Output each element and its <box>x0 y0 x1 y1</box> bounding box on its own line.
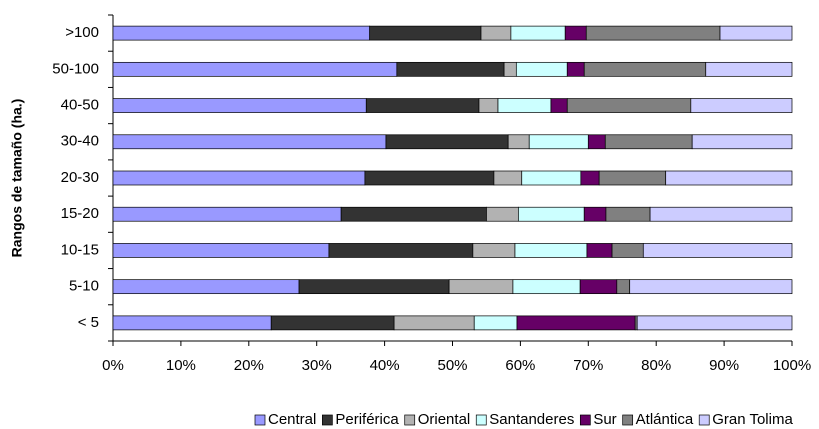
x-tick-label: 90% <box>709 357 739 374</box>
y-tick-label: 30-40 <box>61 133 99 150</box>
bar-segment <box>112 206 342 222</box>
legend-label: Central <box>268 411 316 428</box>
bar-segment <box>690 98 793 113</box>
bar-segment <box>369 25 482 41</box>
bar-segment <box>112 243 330 258</box>
bar-segment <box>580 170 600 186</box>
legend-swatch <box>475 414 487 426</box>
bar-segment <box>586 243 613 258</box>
bar-segment <box>472 243 516 258</box>
legend-swatch <box>322 414 333 426</box>
bar-segment <box>642 243 793 258</box>
y-tick-label: 40-50 <box>61 97 99 114</box>
bar-segment <box>480 25 512 41</box>
bar-segment <box>112 61 398 77</box>
bar-segment <box>611 243 644 258</box>
x-tick-label: 60% <box>505 357 535 374</box>
legend-swatch <box>579 414 591 426</box>
bar-segment <box>328 243 474 258</box>
bar-segment <box>393 315 475 331</box>
y-tick-label: >100 <box>65 24 99 41</box>
bar-segment <box>665 170 793 186</box>
bar-segment <box>270 315 395 331</box>
bar-segment <box>510 25 566 41</box>
legend-swatch <box>254 414 266 426</box>
bar-segment <box>705 61 793 77</box>
legend-label: Periférica <box>335 411 399 428</box>
bar-segment <box>585 25 721 41</box>
legend-swatch <box>622 414 634 426</box>
bar-segment <box>112 98 367 113</box>
legend-label: Oriental <box>418 411 471 428</box>
bar-segment <box>604 134 693 150</box>
bar-segment <box>364 170 495 186</box>
bar-segment <box>396 61 505 77</box>
bar-segment <box>521 170 582 186</box>
bar-segment <box>112 170 366 186</box>
bar-segment <box>112 279 300 295</box>
bar-segment <box>629 279 793 295</box>
legend-label: Atlántica <box>636 411 694 428</box>
bar-segment <box>112 25 371 41</box>
legend-label: Sur <box>593 411 616 428</box>
bar-segment <box>616 279 631 295</box>
y-tick-label: 50-100 <box>52 60 99 77</box>
legend-swatch <box>404 414 416 426</box>
bar-segment <box>636 315 793 331</box>
bar-segment <box>478 98 499 113</box>
bar-segment <box>691 134 793 150</box>
bar-segment <box>649 206 793 222</box>
bar-segment <box>448 279 514 295</box>
y-tick-label: 10-15 <box>61 241 99 258</box>
bar-segment <box>503 61 517 77</box>
bar-segment <box>493 170 523 186</box>
bar-segment <box>518 206 585 222</box>
bar-segment <box>112 134 387 150</box>
legend-swatch <box>698 414 710 426</box>
x-tick-label: 10% <box>166 357 196 374</box>
y-axis-label: Rangos de tamaño (ha.) <box>9 99 25 258</box>
bar-segment <box>564 25 587 41</box>
bar-segment <box>507 134 530 150</box>
bar-segment <box>473 315 518 331</box>
bar-segment <box>298 279 450 295</box>
x-tick-label: 0% <box>102 357 124 374</box>
bar-segment <box>516 315 636 331</box>
x-tick-label: 70% <box>573 357 603 374</box>
x-tick-label: 40% <box>370 357 400 374</box>
x-tick-label: 80% <box>641 357 671 374</box>
x-tick-label: 50% <box>437 357 467 374</box>
bar-segment <box>550 98 568 113</box>
y-tick-label: < 5 <box>78 314 99 331</box>
bar-segment <box>497 98 552 113</box>
y-tick-label: 20-30 <box>61 169 99 186</box>
bar-segment <box>365 98 480 113</box>
x-tick-label: 20% <box>234 357 264 374</box>
bar-segment <box>515 61 568 77</box>
bar-segment <box>385 134 509 150</box>
bar-segment <box>528 134 589 150</box>
bar-segment <box>605 206 651 222</box>
legend-label: Gran Tolima <box>712 411 793 428</box>
bar-segment <box>514 243 588 258</box>
x-tick-label: 30% <box>302 357 332 374</box>
bar-segment <box>579 279 618 295</box>
legend-label: Santanderes <box>489 411 574 428</box>
bar-segment <box>583 61 707 77</box>
bar-segment <box>587 134 606 150</box>
bar-segment <box>512 279 581 295</box>
bar-segment <box>583 206 607 222</box>
bar-segment <box>598 170 667 186</box>
y-tick-label: 5-10 <box>69 278 99 295</box>
bar-segment <box>112 315 272 331</box>
bar-segment <box>340 206 487 222</box>
bar-segment <box>719 25 793 41</box>
bar-segment <box>566 61 585 77</box>
bar-segment <box>566 98 692 113</box>
bar-segment <box>486 206 519 222</box>
x-tick-label: 100% <box>773 357 811 374</box>
y-tick-label: 15-20 <box>61 205 99 222</box>
